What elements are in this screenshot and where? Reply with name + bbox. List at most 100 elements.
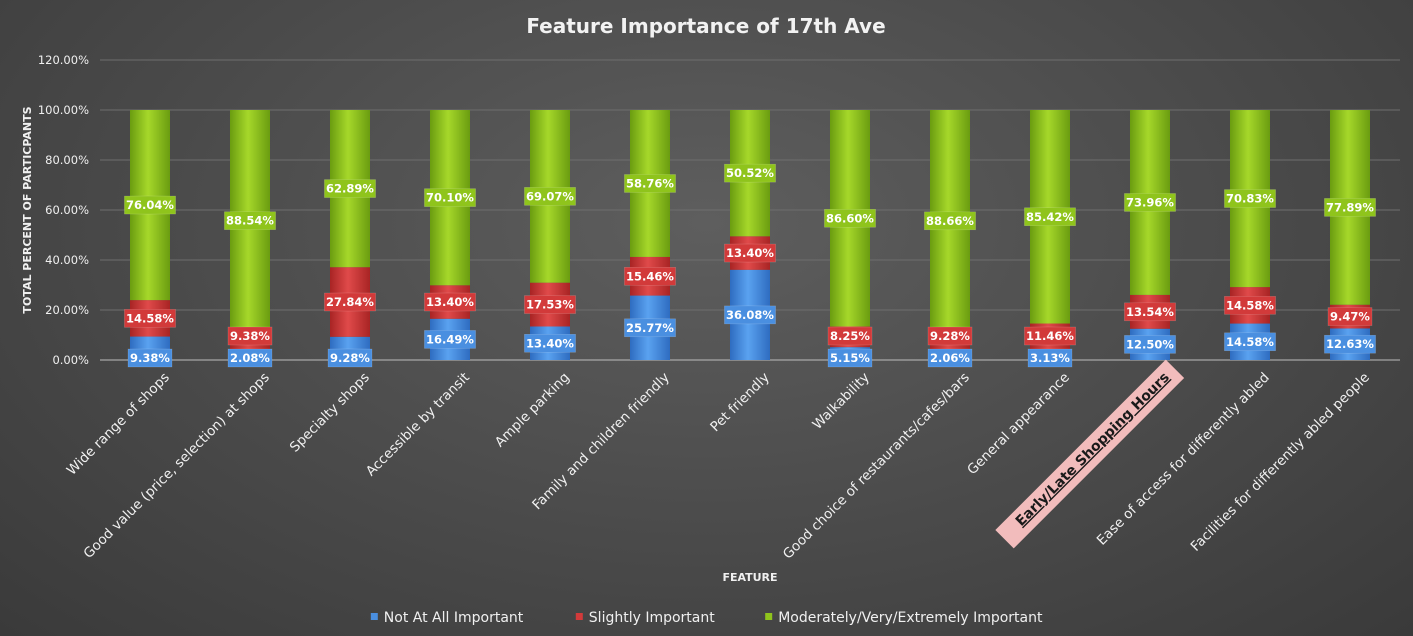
- data-label: 70.83%: [1224, 189, 1276, 208]
- data-label-text: 13.40%: [526, 336, 574, 350]
- x-tick-label: Walkability: [810, 370, 873, 433]
- y-tick-label: 120.00%: [38, 53, 89, 67]
- data-label: 16.49%: [424, 330, 476, 349]
- data-label: 12.50%: [1124, 335, 1176, 354]
- data-label: 62.89%: [324, 179, 376, 198]
- data-label-text: 17.53%: [526, 298, 574, 312]
- data-label: 77.89%: [1324, 198, 1376, 217]
- data-label-text: 69.07%: [526, 189, 574, 203]
- data-label-box: [424, 292, 476, 312]
- data-label-box: [1024, 326, 1076, 346]
- highlight-box: [995, 359, 1185, 549]
- data-label-box: [724, 163, 776, 183]
- y-tick-label: 0.00%: [52, 353, 89, 367]
- data-label-text: 13.40%: [426, 295, 474, 309]
- data-label: 11.46%: [1024, 326, 1076, 346]
- data-label-text: 14.58%: [126, 311, 174, 325]
- data-label: 14.58%: [1224, 296, 1276, 315]
- data-label-box: [1324, 198, 1376, 217]
- data-label: 88.54%: [224, 211, 276, 230]
- data-label: 25.77%: [624, 318, 676, 338]
- data-label-text: 88.66%: [926, 214, 974, 228]
- data-label: 36.08%: [724, 305, 776, 325]
- x-tick-label: Early/Late Shopping Hours: [995, 359, 1185, 549]
- x-tick-label: General appearance: [964, 370, 1073, 479]
- x-tick-label: Wide range of shops: [64, 370, 173, 479]
- data-label-box: [1224, 189, 1276, 208]
- data-labels: 9.38% 14.58% 76.04% 2.08% 9.38% 88.54% 9.28% 27…: [124, 163, 1376, 368]
- legend-label: Moderately/Very/Extremely Important: [778, 610, 1043, 626]
- data-label-text: 12.50%: [1126, 337, 1174, 351]
- x-tick-label-text: Walkability: [810, 370, 873, 433]
- legend: Not At All Important Slightly Important Mo…: [370, 610, 1043, 626]
- data-label: 9.38%: [227, 326, 273, 346]
- x-tick-label: Pet friendly: [707, 370, 773, 436]
- data-label-box: [1124, 302, 1176, 322]
- data-label: 70.10%: [424, 188, 476, 207]
- data-label-text: 9.38%: [230, 329, 270, 343]
- data-label: 9.38%: [127, 348, 173, 368]
- x-tick-label: Facilities for differently abled people: [1188, 370, 1373, 555]
- data-label-box: [224, 211, 276, 230]
- data-label-box: [227, 348, 273, 368]
- data-label-text: 9.28%: [930, 329, 970, 343]
- data-label: 88.66%: [924, 211, 976, 231]
- data-label: 73.96%: [1124, 193, 1176, 212]
- data-label: 15.46%: [624, 267, 676, 286]
- x-tick-label-text: Good value (price, selection) at shops: [80, 370, 272, 562]
- data-label-box: [524, 295, 576, 314]
- data-label-box: [424, 188, 476, 207]
- data-label-box: [324, 179, 376, 198]
- data-label-box: [1124, 335, 1176, 354]
- data-label-box: [824, 209, 876, 228]
- data-label-text: 86.60%: [826, 211, 874, 225]
- y-tick-label: 60.00%: [45, 203, 89, 217]
- data-label-text: 14.58%: [1226, 298, 1274, 312]
- data-label-box: [524, 334, 576, 353]
- data-label-box: [924, 211, 976, 231]
- data-label-text: 9.28%: [330, 351, 370, 365]
- data-label-box: [927, 348, 973, 368]
- data-label: 27.84%: [324, 292, 376, 312]
- data-label-text: 13.54%: [1126, 305, 1174, 319]
- data-label: 9.28%: [927, 326, 973, 346]
- data-label-box: [524, 187, 576, 206]
- x-tick-label-text: General appearance: [964, 370, 1073, 479]
- data-label-text: 9.47%: [1330, 310, 1370, 324]
- y-axis-label: TOTAL PERCENT OF PARTICPANTS: [21, 106, 34, 313]
- data-label-text: 36.08%: [726, 308, 774, 322]
- data-label: 3.13%: [1027, 348, 1073, 368]
- x-tick-label-text: Ease of access for differently abled: [1094, 370, 1273, 549]
- y-tick-label: 80.00%: [45, 153, 89, 167]
- data-label-text: 70.83%: [1226, 192, 1274, 206]
- y-tick-label: 20.00%: [45, 303, 89, 317]
- data-label-box: [227, 326, 273, 346]
- data-label-text: 5.15%: [830, 351, 870, 365]
- x-tick-label: Accessible by transit: [363, 370, 473, 480]
- data-label-text: 2.06%: [930, 351, 970, 365]
- chart-title: Feature Importance of 17th Ave: [526, 14, 885, 38]
- data-label-box: [324, 292, 376, 312]
- x-tick-label: Ample parking: [492, 370, 573, 451]
- x-tick-label-text: Wide range of shops: [64, 370, 173, 479]
- data-label-text: 76.04%: [126, 198, 174, 212]
- data-label-text: 73.96%: [1126, 195, 1174, 209]
- legend-item: Moderately/Very/Extremely Important: [765, 610, 1043, 626]
- data-label: 9.28%: [327, 348, 373, 368]
- legend-swatch: [575, 613, 583, 620]
- data-label-text: 27.84%: [326, 295, 374, 309]
- data-label: 8.25%: [827, 326, 873, 346]
- data-label-box: [127, 348, 173, 368]
- data-label-box: [827, 348, 873, 368]
- data-label: 9.47%: [1327, 307, 1373, 326]
- x-tick-label-text: Ample parking: [492, 370, 573, 451]
- legend-item: Not At All Important: [370, 610, 524, 626]
- legend-label: Slightly Important: [589, 610, 715, 626]
- data-label-text: 2.08%: [230, 351, 270, 365]
- data-label: 13.40%: [524, 334, 576, 353]
- data-label-text: 50.52%: [726, 166, 774, 180]
- data-label-box: [424, 330, 476, 349]
- y-tick-label: 100.00%: [38, 103, 89, 117]
- data-label-text: 11.46%: [1026, 329, 1074, 343]
